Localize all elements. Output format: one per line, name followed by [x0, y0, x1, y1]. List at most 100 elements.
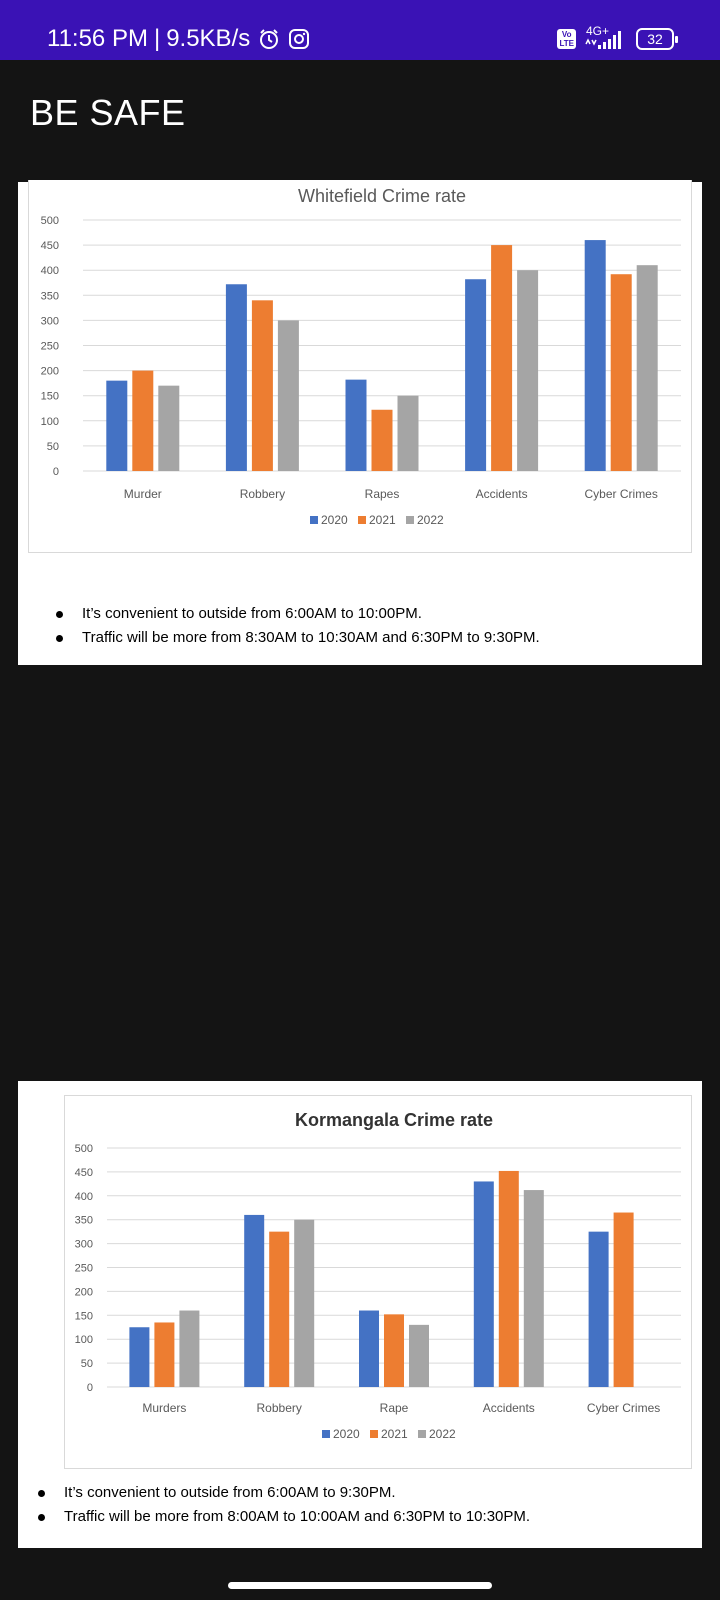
bar-2021-cyber-crimes: [613, 1212, 634, 1387]
bar-2020-rapes: [345, 379, 367, 471]
legend-swatch: [358, 516, 366, 524]
bar-2022-murder: [158, 385, 180, 471]
y-tick-label: 350: [41, 290, 59, 302]
y-tick-label: 50: [47, 441, 59, 453]
crime-card-kormangala: Kormangala Crime rate 500 450 400 350 300 250 2…: [18, 1081, 702, 1548]
bar-2021-robbery: [269, 1231, 290, 1387]
y-tick-label: 250: [75, 1263, 93, 1275]
network-type: 4G+: [586, 24, 610, 38]
bar-2021-murders: [154, 1322, 175, 1387]
y-tick-label: 100: [75, 1334, 93, 1346]
bar-2022-accidents: [517, 270, 539, 471]
bar-2020-murders: [129, 1327, 150, 1387]
network-speed: 9.5KB/s: [166, 25, 251, 52]
y-tick-label: 200: [41, 366, 59, 378]
bar-2022-robbery: [277, 320, 299, 471]
x-category-label: Murder: [124, 487, 162, 501]
bar-2021-accidents: [491, 245, 513, 471]
chart-title: Whitefield Crime rate: [298, 186, 466, 206]
crime-card-whitefield: Whitefield Crime rate 500 450 400 350 300 250 2…: [18, 180, 702, 665]
chart-frame: Whitefield Crime rate 500 450 400 350 300 250 2…: [28, 180, 692, 553]
legend-swatch: [310, 516, 318, 524]
y-tick-label: 50: [81, 1358, 93, 1370]
bar-2021-murder: [132, 370, 154, 471]
legend-label: 2022: [417, 513, 444, 527]
y-tick-label: 450: [41, 240, 59, 252]
bar-2020-accidents: [473, 1181, 494, 1387]
x-category-label: Accidents: [476, 487, 528, 501]
volte-icon: Vo LTE: [557, 29, 576, 49]
alarm-icon: [258, 28, 280, 50]
status-right: Vo LTE 4G+ 32: [557, 24, 678, 54]
y-tick-label: 300: [41, 315, 59, 327]
bar-2021-cyber-crimes: [610, 274, 632, 471]
bar-2020-rape: [359, 1310, 379, 1387]
instagram-icon: [288, 28, 310, 50]
x-category-label: Robbery: [240, 487, 285, 501]
notes-list: It’s convenient to outside from 6:00AM t…: [38, 1481, 530, 1529]
kormangala-chart: Kormangala Crime rate5004504003503002502…: [75, 1110, 681, 1441]
home-indicator[interactable]: [228, 1582, 492, 1589]
bar-2021-accidents: [498, 1170, 519, 1387]
x-category-label: Rapes: [365, 487, 400, 501]
note-item: It’s convenient to outside from 6:00AM t…: [56, 602, 540, 626]
status-bar: 11:56 PM | 9.5KB/s Vo LTE 4G+: [0, 0, 720, 60]
legend-label: 2020: [321, 513, 348, 527]
bar-2020-murder: [106, 380, 128, 471]
x-category-label: Cyber Crimes: [585, 487, 658, 501]
y-tick-label: 350: [75, 1215, 93, 1227]
bar-2022-murders: [179, 1310, 200, 1387]
y-tick-label: 0: [87, 1382, 93, 1394]
y-tick-label: 400: [75, 1191, 93, 1203]
y-tick-label: 150: [75, 1310, 93, 1322]
legend-label: 2022: [429, 1427, 456, 1441]
legend-label: 2021: [369, 513, 396, 527]
x-category-label: Murders: [142, 1401, 186, 1415]
bar-2020-cyber-crimes: [588, 1231, 609, 1387]
clock: 11:56 PM: [47, 25, 148, 52]
battery-level: 32: [636, 28, 674, 50]
bar-2020-accidents: [465, 279, 487, 471]
signal-icon: 4G+: [582, 24, 630, 52]
bar-2022-robbery: [294, 1219, 315, 1387]
legend-swatch: [406, 516, 414, 524]
battery-icon: 32: [636, 28, 678, 50]
legend-label: 2020: [333, 1427, 360, 1441]
bar-2022-rapes: [397, 395, 419, 471]
whitefield-chart: Whitefield Crime rate5004504003503002502…: [41, 186, 681, 527]
y-tick-label: 400: [41, 265, 59, 277]
bar-2021-robbery: [251, 300, 273, 471]
bar-2020-robbery: [244, 1214, 265, 1387]
bar-2022-cyber-crimes: [636, 265, 658, 471]
chart-title: Kormangala Crime rate: [295, 1110, 493, 1130]
y-tick-label: 300: [75, 1239, 93, 1251]
y-tick-label: 100: [41, 416, 59, 428]
bar-2021-rapes: [371, 409, 393, 471]
y-tick-label: 500: [41, 215, 59, 227]
chart-frame: Kormangala Crime rate 500 450 400 350 300 250 2…: [64, 1095, 692, 1469]
y-tick-label: 450: [75, 1167, 93, 1179]
bar-2022-accidents: [523, 1190, 544, 1387]
note-item: Traffic will be more from 8:30AM to 10:3…: [56, 626, 540, 650]
x-category-label: Cyber Crimes: [587, 1401, 660, 1415]
bar-2022-rape: [409, 1324, 429, 1387]
status-left: 11:56 PM | 9.5KB/s: [47, 24, 310, 54]
x-category-label: Robbery: [257, 1401, 302, 1415]
bar-2020-robbery: [225, 284, 247, 471]
y-tick-label: 250: [41, 341, 59, 353]
legend-label: 2021: [381, 1427, 408, 1441]
legend-swatch: [322, 1430, 330, 1438]
note-item: It’s convenient to outside from 6:00AM t…: [38, 1481, 530, 1505]
x-category-label: Accidents: [483, 1401, 535, 1415]
y-tick-label: 0: [53, 466, 59, 478]
notes-list: It’s convenient to outside from 6:00AM t…: [56, 602, 540, 650]
bar-2020-cyber-crimes: [584, 240, 606, 471]
bar-2021-rape: [384, 1314, 404, 1387]
legend-swatch: [418, 1430, 426, 1438]
separator: |: [153, 25, 161, 52]
page-title: BE SAFE: [30, 92, 186, 133]
note-item: Traffic will be more from 8:00AM to 10:0…: [38, 1505, 530, 1529]
y-tick-label: 200: [75, 1286, 93, 1298]
y-tick-label: 500: [75, 1143, 93, 1155]
legend-swatch: [370, 1430, 378, 1438]
